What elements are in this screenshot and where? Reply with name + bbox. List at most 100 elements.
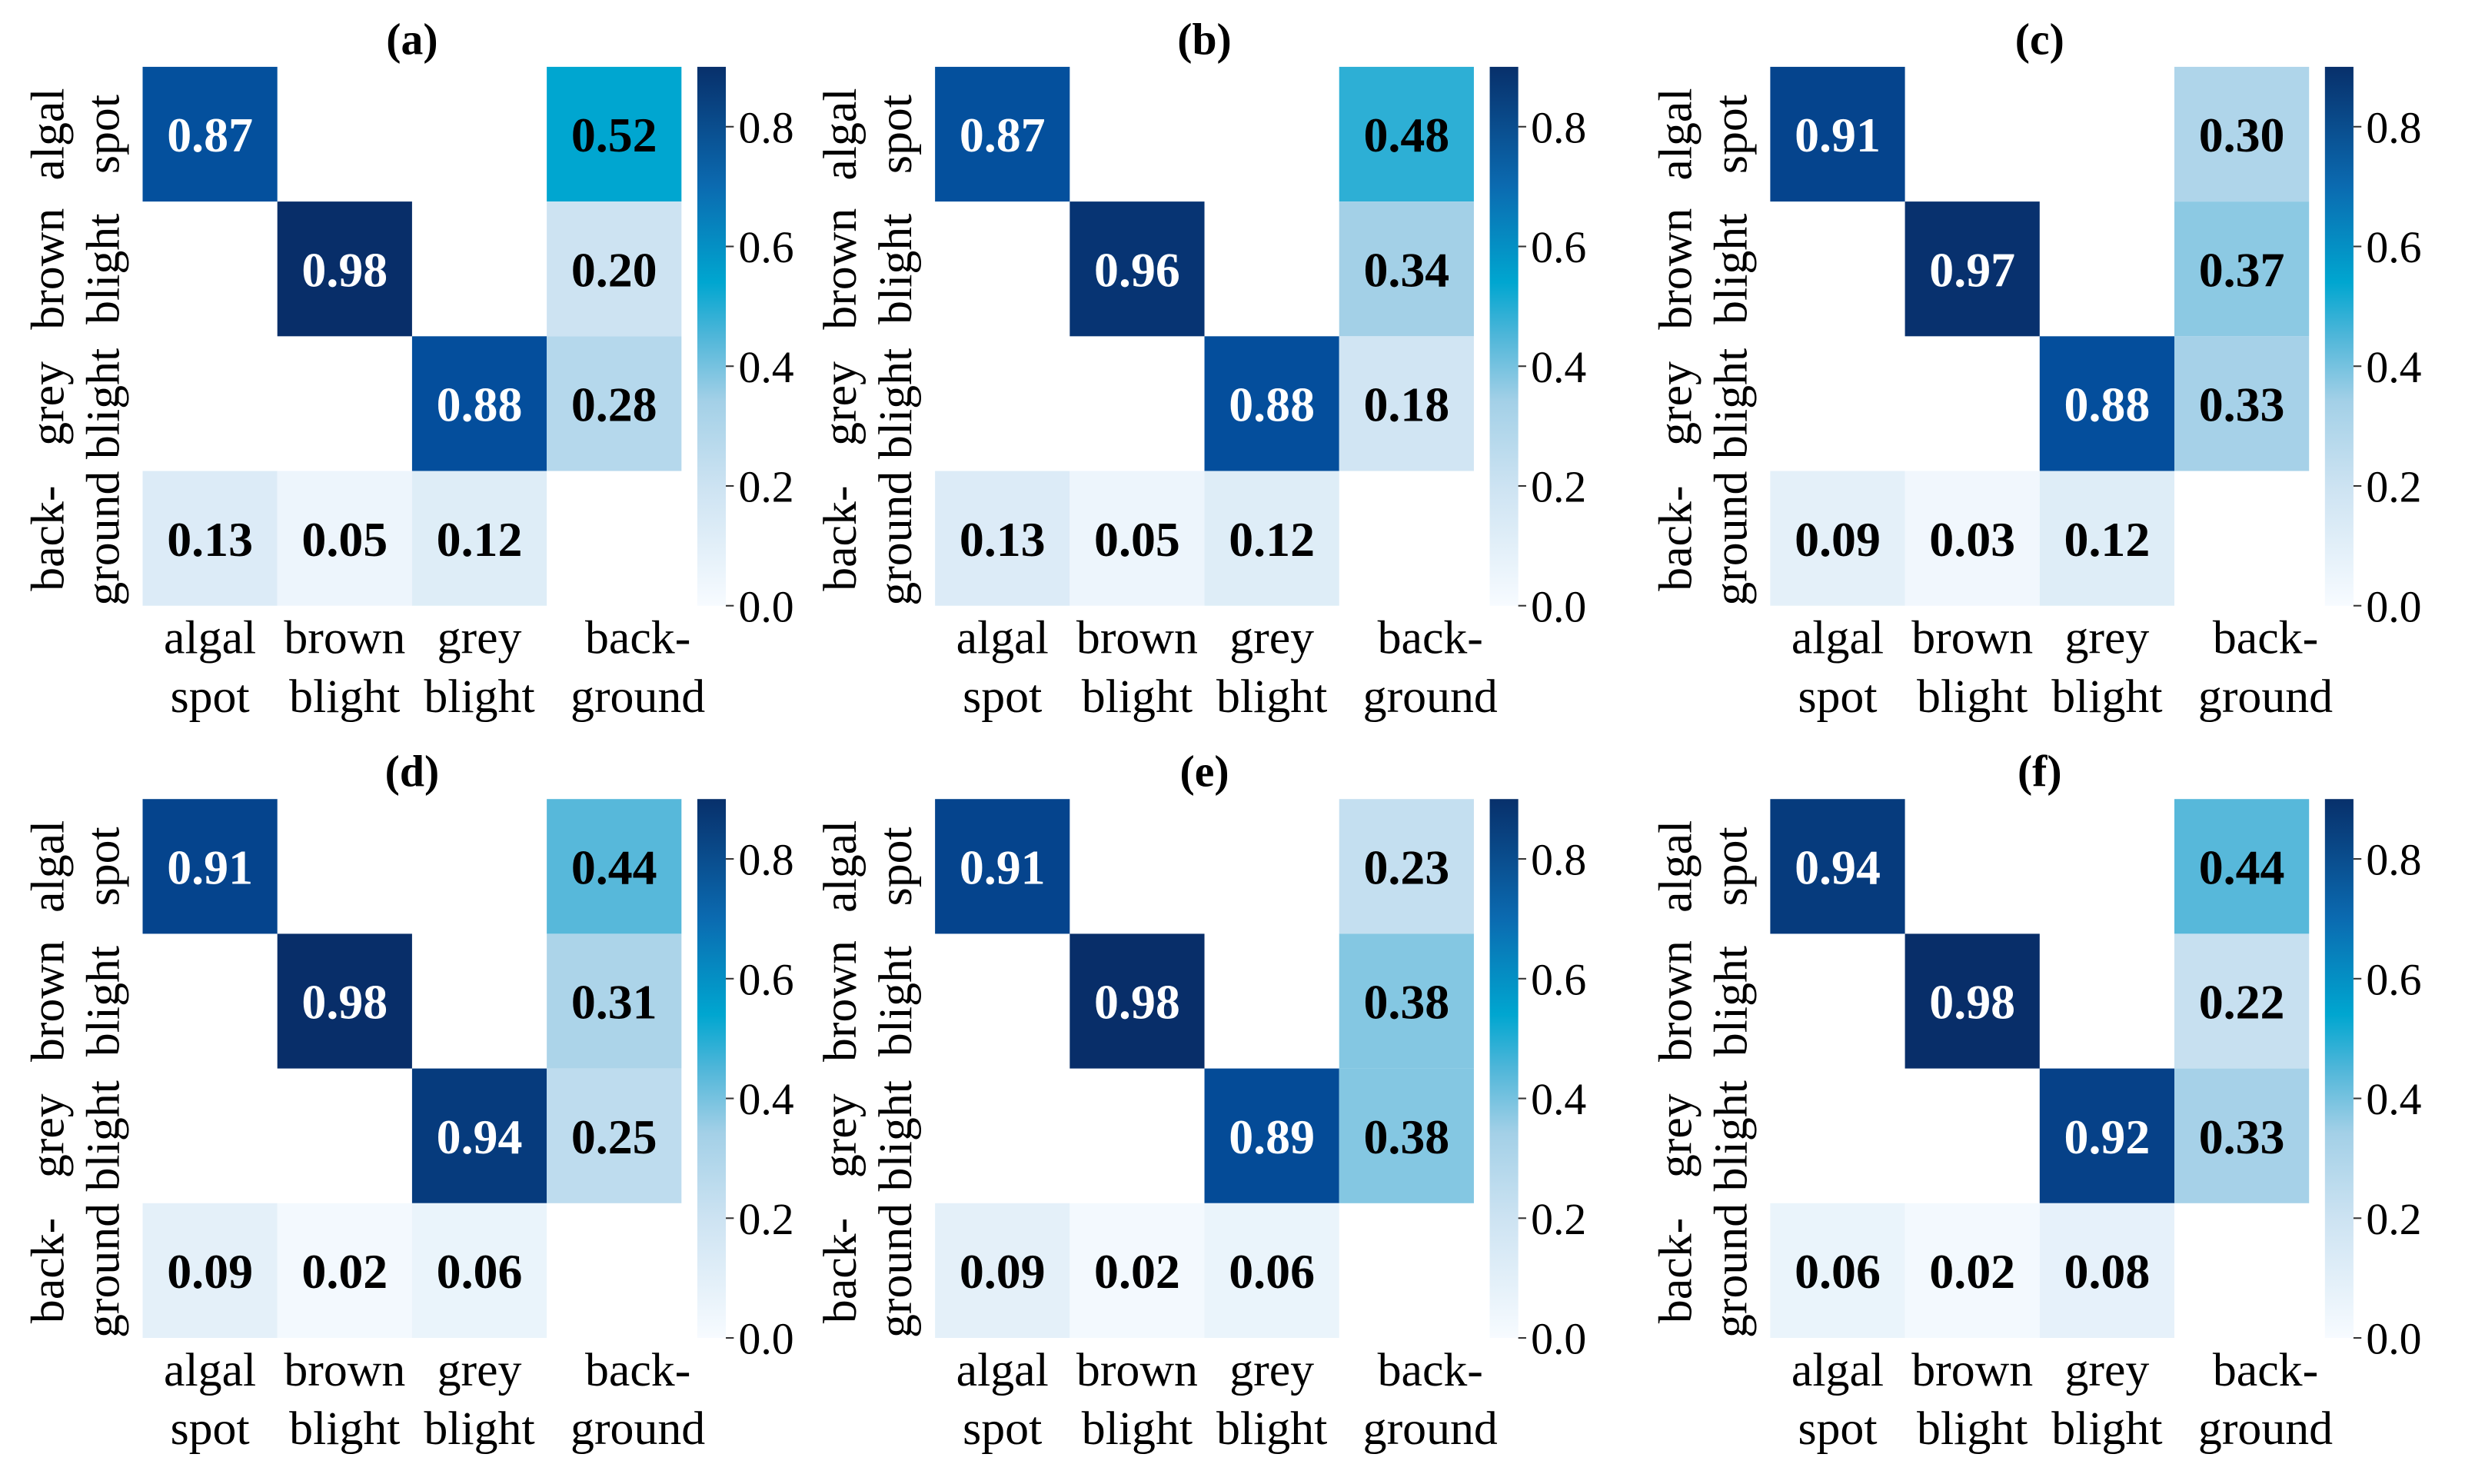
colorbar-tick-label: 0.0: [2366, 1316, 2421, 1364]
colorbar-tick-label: 0.6: [2366, 956, 2421, 1004]
column-tick-label: blight: [1216, 670, 1327, 723]
row-tick-label: spot: [1705, 95, 1757, 174]
heatmap-cell: [1770, 471, 1905, 606]
column-tick-label: back-: [1378, 612, 1483, 664]
panel-title: (d): [385, 748, 440, 797]
colorbar-tick-label: 0.6: [2366, 224, 2421, 272]
row-tick-label: back-: [1649, 485, 1702, 591]
cell-value-label: 0.37: [2199, 242, 2285, 297]
cell-value-label: 0.33: [2199, 1110, 2285, 1164]
colorbar: [1489, 799, 1519, 1339]
colorbar-tick-label: 0.8: [739, 837, 794, 885]
colorbar-tick-label: 0.2: [1531, 464, 1586, 512]
column-tick-label: blight: [1082, 670, 1193, 723]
heatmap-cell: [935, 799, 1070, 934]
heatmap-cell: [1070, 933, 1205, 1069]
row-tick-label: blight: [78, 1080, 130, 1191]
heatmap-cell: [411, 471, 547, 606]
cell-value-label: 0.91: [960, 840, 1046, 894]
cell-value-label: 0.96: [1094, 242, 1180, 297]
column-tick-label: blight: [424, 1402, 534, 1455]
colorbar-tick-label: 0.2: [2366, 464, 2421, 512]
cell-value-label: 0.33: [2199, 378, 2285, 432]
heatmap-cell: [1339, 336, 1474, 471]
heatmap-cell: [411, 1203, 547, 1339]
cell-value-label: 0.87: [167, 108, 253, 162]
row-tick-label: grey: [22, 361, 74, 446]
row-tick-label: blight: [1705, 946, 1757, 1056]
row-tick-label: ground: [78, 471, 130, 605]
heatmap-cell: [277, 1203, 412, 1339]
cell-value-label: 0.88: [2064, 378, 2151, 432]
column-tick-label: blight: [2051, 1402, 2162, 1455]
cell-value-label: 0.12: [2064, 512, 2151, 567]
cell-value-label: 0.98: [1094, 975, 1180, 1030]
row-tick-label: ground: [1705, 471, 1757, 605]
column-tick-label: algal: [956, 612, 1049, 664]
cell-value-label: 0.89: [1229, 1110, 1315, 1164]
column-tick-label: back-: [1378, 1344, 1483, 1396]
row-tick-label: algal: [22, 820, 74, 913]
column-tick-label: algal: [956, 1344, 1049, 1396]
colorbar: [1489, 66, 1519, 606]
heatmap-cell: [1204, 1203, 1339, 1339]
heatmap-cell: [1339, 799, 1474, 934]
column-tick-label: ground: [2198, 670, 2333, 723]
cell-value-label: 0.05: [301, 512, 388, 567]
column-tick-label: spot: [1798, 1402, 1877, 1455]
heatmap-cell: [935, 1203, 1070, 1339]
column-tick-label: algal: [1791, 612, 1884, 664]
row-tick-label: back-: [22, 1218, 74, 1323]
row-tick-label: brown: [22, 940, 74, 1062]
colorbar-tick-label: 0.8: [739, 104, 794, 152]
heatmap-panel: (e) 0.91 0.23 0.98 0.38 0.89 0.38 0.09 0.02 0.06 a…: [814, 748, 1586, 1455]
column-tick-label: blight: [1082, 1402, 1193, 1455]
column-tick-label: ground: [1363, 670, 1498, 723]
row-tick-label: blight: [1705, 1080, 1757, 1191]
heatmap-panel: (b) 0.87 0.48 0.96 0.34 0.88 0.18 0.13 0.05 0.12 a…: [814, 15, 1586, 722]
row-tick-label: grey: [22, 1093, 74, 1178]
row-tick-label: algal: [814, 88, 867, 180]
row-tick-label: blight: [870, 214, 922, 324]
row-tick-label: brown: [1649, 208, 1702, 330]
heatmap-cell: [1905, 1203, 2040, 1339]
cell-value-label: 0.28: [571, 378, 657, 432]
row-tick-label: grey: [814, 361, 867, 446]
heatmap-cell: [277, 471, 412, 606]
cell-value-label: 0.02: [1094, 1244, 1180, 1299]
row-tick-label: algal: [1649, 820, 1702, 913]
row-tick-label: algal: [814, 820, 867, 913]
column-tick-label: spot: [963, 670, 1042, 723]
column-tick-label: blight: [424, 670, 534, 723]
heatmap-cell: [1339, 933, 1474, 1069]
cell-value-label: 0.94: [437, 1110, 523, 1164]
colorbar-tick-label: 0.6: [1531, 224, 1586, 272]
colorbar-tick-label: 0.2: [2366, 1196, 2421, 1244]
panel-title: (b): [1177, 15, 1232, 64]
colorbar-tick-label: 0.8: [2366, 837, 2421, 885]
heatmap-cell: [547, 1068, 682, 1203]
cell-value-label: 0.25: [571, 1110, 657, 1164]
heatmap-cell: [1339, 201, 1474, 337]
panel-title: (f): [2018, 748, 2062, 797]
cell-value-label: 0.38: [1363, 975, 1449, 1030]
cell-value-label: 0.02: [1929, 1244, 2015, 1299]
cell-value-label: 0.44: [571, 840, 657, 894]
row-tick-label: back-: [22, 485, 74, 591]
row-tick-label: grey: [814, 1093, 867, 1178]
panel-title: (c): [2015, 15, 2064, 64]
cell-value-label: 0.91: [167, 840, 253, 894]
column-tick-label: brown: [284, 612, 405, 664]
column-tick-label: brown: [284, 1344, 405, 1396]
cell-value-label: 0.08: [2064, 1244, 2151, 1299]
row-tick-label: spot: [870, 95, 922, 174]
heatmap-cell: [1070, 1203, 1205, 1339]
cell-value-label: 0.05: [1094, 512, 1180, 567]
row-tick-label: ground: [1705, 1203, 1757, 1338]
heatmap-cell: [411, 336, 547, 471]
heatmap-cell: [2174, 799, 2310, 934]
column-tick-label: blight: [289, 670, 400, 723]
cell-value-label: 0.09: [167, 1244, 253, 1299]
row-tick-label: brown: [814, 208, 867, 330]
heatmap-cell: [1770, 66, 1905, 202]
